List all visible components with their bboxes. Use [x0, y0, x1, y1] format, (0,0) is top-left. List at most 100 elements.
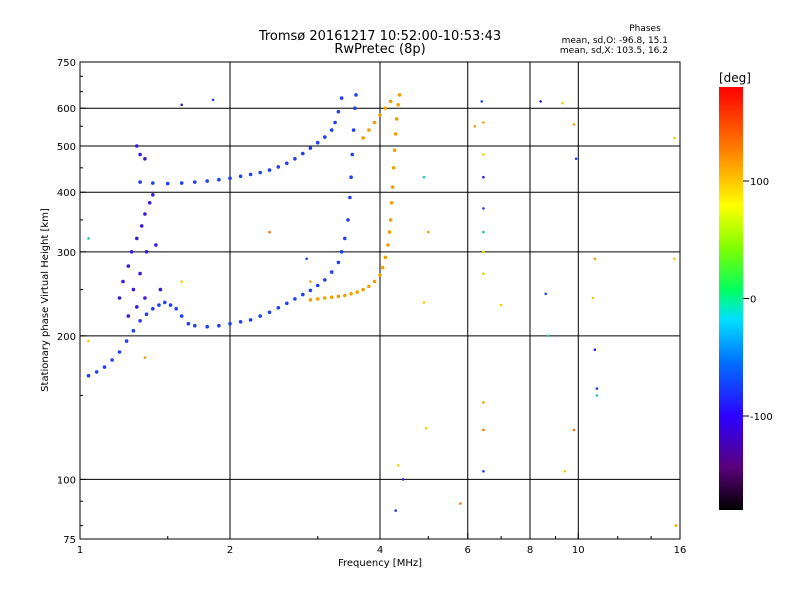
data-point	[323, 296, 327, 300]
data-point	[163, 300, 167, 305]
y-tick-label: 100	[57, 475, 76, 486]
data-point	[355, 290, 360, 294]
data-point	[367, 128, 371, 132]
data-point	[267, 310, 272, 315]
data-point	[258, 314, 263, 318]
data-point	[238, 320, 243, 324]
data-point	[248, 318, 253, 322]
data-point	[349, 175, 353, 179]
data-point	[86, 373, 91, 378]
data-point	[285, 301, 289, 306]
data-point	[392, 148, 397, 152]
x-tick-label: 6	[465, 545, 471, 556]
data-point	[561, 101, 564, 105]
data-point	[595, 394, 599, 397]
data-point	[276, 165, 281, 169]
y-axis-label: Stationary phase Virtual Height [km]	[40, 208, 51, 392]
data-point	[180, 103, 183, 107]
data-point	[336, 260, 341, 265]
data-point	[151, 306, 155, 311]
data-point	[143, 212, 147, 216]
data-point	[572, 123, 576, 126]
data-point	[387, 230, 392, 234]
data-point	[593, 348, 597, 352]
y-tick-label: 200	[57, 332, 76, 343]
data-point	[228, 176, 232, 180]
data-point	[143, 296, 147, 300]
data-point	[211, 98, 215, 102]
data-point	[315, 297, 320, 301]
y-tick-label: 400	[57, 188, 76, 199]
data-point	[393, 132, 398, 136]
data-point	[129, 250, 134, 254]
data-point	[315, 140, 320, 145]
data-point	[315, 283, 320, 288]
data-point	[346, 218, 350, 222]
data-point	[544, 292, 547, 296]
data-point	[591, 296, 595, 300]
x-tick-label: 1	[77, 545, 83, 556]
data-point	[390, 185, 395, 189]
data-point	[157, 303, 161, 307]
chart-title: Tromsø 20161217 10:52:00-10:53:43	[258, 29, 501, 44]
data-point	[293, 157, 297, 161]
data-point	[336, 109, 341, 114]
data-point	[339, 250, 344, 254]
data-point	[343, 236, 347, 241]
data-point	[482, 250, 485, 254]
data-point	[372, 120, 377, 125]
data-point	[138, 271, 142, 276]
data-point	[482, 401, 485, 404]
data-point	[383, 255, 388, 260]
data-point	[380, 265, 385, 270]
data-point	[117, 350, 122, 354]
data-point	[674, 524, 678, 527]
data-point	[135, 144, 139, 148]
data-point	[121, 279, 125, 284]
data-point	[158, 287, 163, 292]
colorbar-tick-label: 100	[750, 177, 769, 188]
data-point	[572, 428, 576, 432]
data-point	[482, 207, 485, 210]
data-point	[388, 99, 393, 104]
data-point	[499, 303, 503, 307]
y-tick-label: 600	[57, 104, 76, 115]
data-point	[180, 280, 183, 283]
data-point	[350, 152, 355, 157]
data-point	[308, 288, 313, 293]
chart-subtitle: RwPretec (8p)	[334, 42, 425, 57]
y-tick-label: 300	[57, 248, 76, 259]
data-point	[424, 427, 428, 430]
data-point	[388, 218, 393, 222]
colorbar	[719, 87, 743, 510]
axis-ticks: 1 2 4 6 8 10 16 75 100 200 300 400 500 600 750	[57, 58, 686, 556]
data-point	[248, 172, 253, 177]
grid-lines	[80, 62, 680, 539]
data-point	[574, 157, 578, 161]
data-point	[378, 273, 382, 278]
data-point	[179, 314, 184, 318]
data-point	[301, 292, 305, 297]
data-point	[427, 230, 430, 234]
data-point	[87, 237, 90, 240]
legend-heading: Phases	[629, 24, 661, 34]
data-point	[595, 387, 599, 390]
data-point	[174, 306, 178, 311]
data-point	[238, 174, 243, 179]
data-point	[143, 157, 147, 161]
data-point	[117, 296, 122, 300]
data-point	[193, 323, 197, 328]
data-point	[205, 324, 209, 329]
data-point	[459, 502, 462, 505]
data-point	[396, 464, 400, 467]
data-point	[135, 236, 139, 241]
data-point	[124, 339, 129, 343]
data-point	[205, 179, 209, 183]
data-point	[394, 509, 398, 512]
data-point	[351, 128, 356, 132]
data-point	[228, 321, 232, 326]
data-point	[372, 279, 377, 284]
data-point	[563, 470, 567, 473]
data-point	[539, 100, 542, 103]
data-point	[258, 170, 263, 175]
